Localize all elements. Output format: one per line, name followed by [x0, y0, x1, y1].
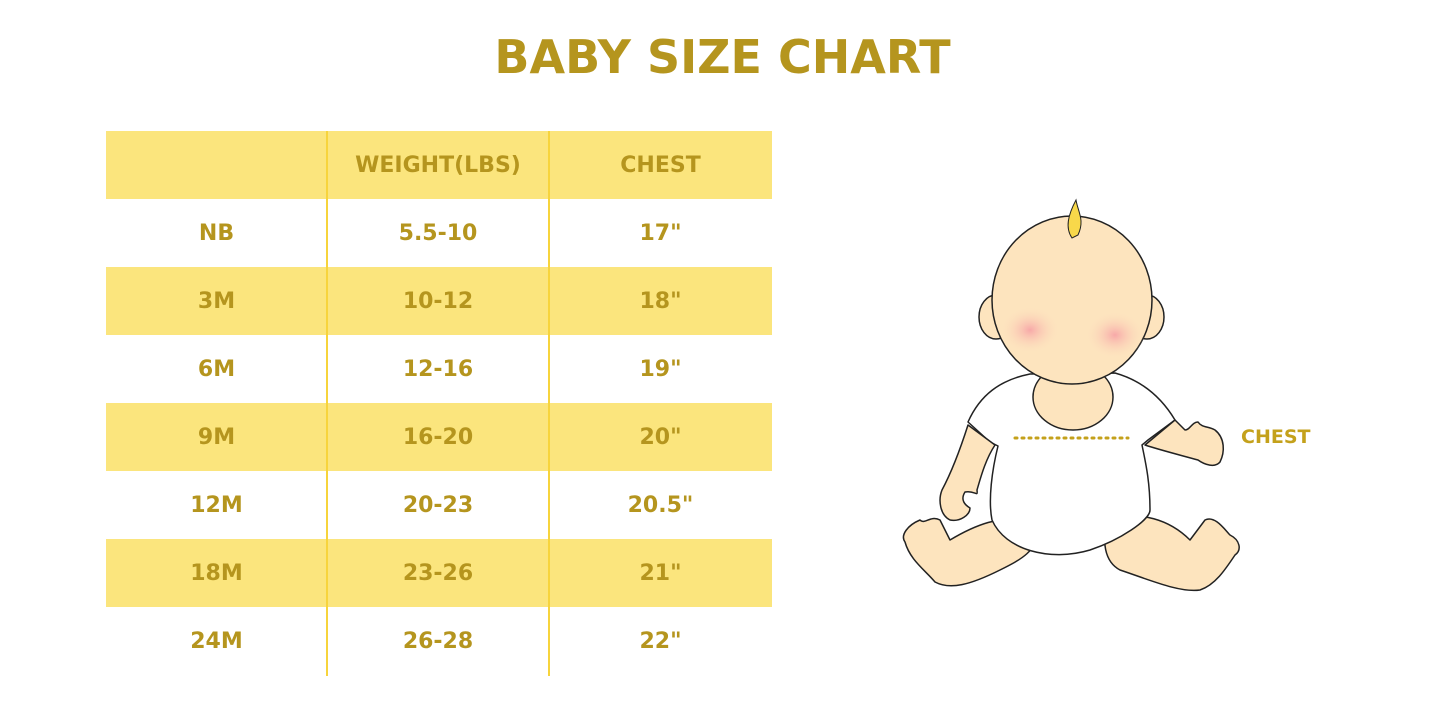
hair-curl — [1067, 198, 1082, 239]
size-cell: 24M — [190, 628, 243, 654]
shirt — [967, 372, 1176, 556]
column-divider — [548, 131, 550, 676]
left-arm — [939, 424, 996, 522]
table-row: NB 5.5-10 17" — [106, 199, 772, 267]
weight-cell: 16-20 — [402, 424, 474, 450]
chest-cell: 21" — [639, 560, 682, 586]
weight-cell: 20-23 — [402, 492, 474, 518]
column-divider — [326, 131, 328, 676]
header-cell — [106, 131, 327, 199]
weight-cell: 26-28 — [402, 628, 474, 654]
header-cell-weight: WEIGHT(LBS) — [355, 152, 521, 178]
chest-cell: 19" — [639, 356, 682, 382]
table-row: 18M 23-26 21" — [106, 539, 772, 607]
chest-cell: 17" — [639, 220, 682, 246]
size-cell: 18M — [190, 560, 243, 586]
baby-illustration — [902, 198, 1240, 592]
weight-cell: 5.5-10 — [398, 220, 478, 246]
size-cell: 3M — [197, 288, 236, 314]
table-row: 24M 26-28 22" — [106, 607, 772, 675]
right-arm — [1144, 419, 1225, 467]
chest-label: CHEST — [1241, 426, 1311, 448]
chest-cell: 22" — [639, 628, 682, 654]
right-leg — [1104, 515, 1240, 592]
size-cell: NB — [198, 220, 235, 246]
weight-cell: 23-26 — [402, 560, 474, 586]
size-table: WEIGHT(LBS) CHEST NB 5.5-10 17" 3M 10-12… — [106, 131, 772, 675]
table-row: 3M 10-12 18" — [106, 267, 772, 335]
table-row: 9M 16-20 20" — [106, 403, 772, 471]
size-cell: 6M — [197, 356, 236, 382]
size-cell: 9M — [197, 424, 236, 450]
header-cell-chest: CHEST — [620, 152, 701, 178]
page-title: BABY SIZE CHART — [494, 30, 951, 84]
table-row: 6M 12-16 19" — [106, 335, 772, 403]
chest-cell: 18" — [639, 288, 682, 314]
table-header-row: WEIGHT(LBS) CHEST — [106, 131, 772, 199]
size-cell: 12M — [190, 492, 243, 518]
head — [991, 215, 1153, 385]
chest-cell: 20" — [639, 424, 682, 450]
weight-cell: 10-12 — [402, 288, 474, 314]
weight-cell: 12-16 — [402, 356, 474, 382]
table-row: 12M 20-23 20.5" — [106, 471, 772, 539]
chest-cell: 20.5" — [627, 492, 694, 518]
